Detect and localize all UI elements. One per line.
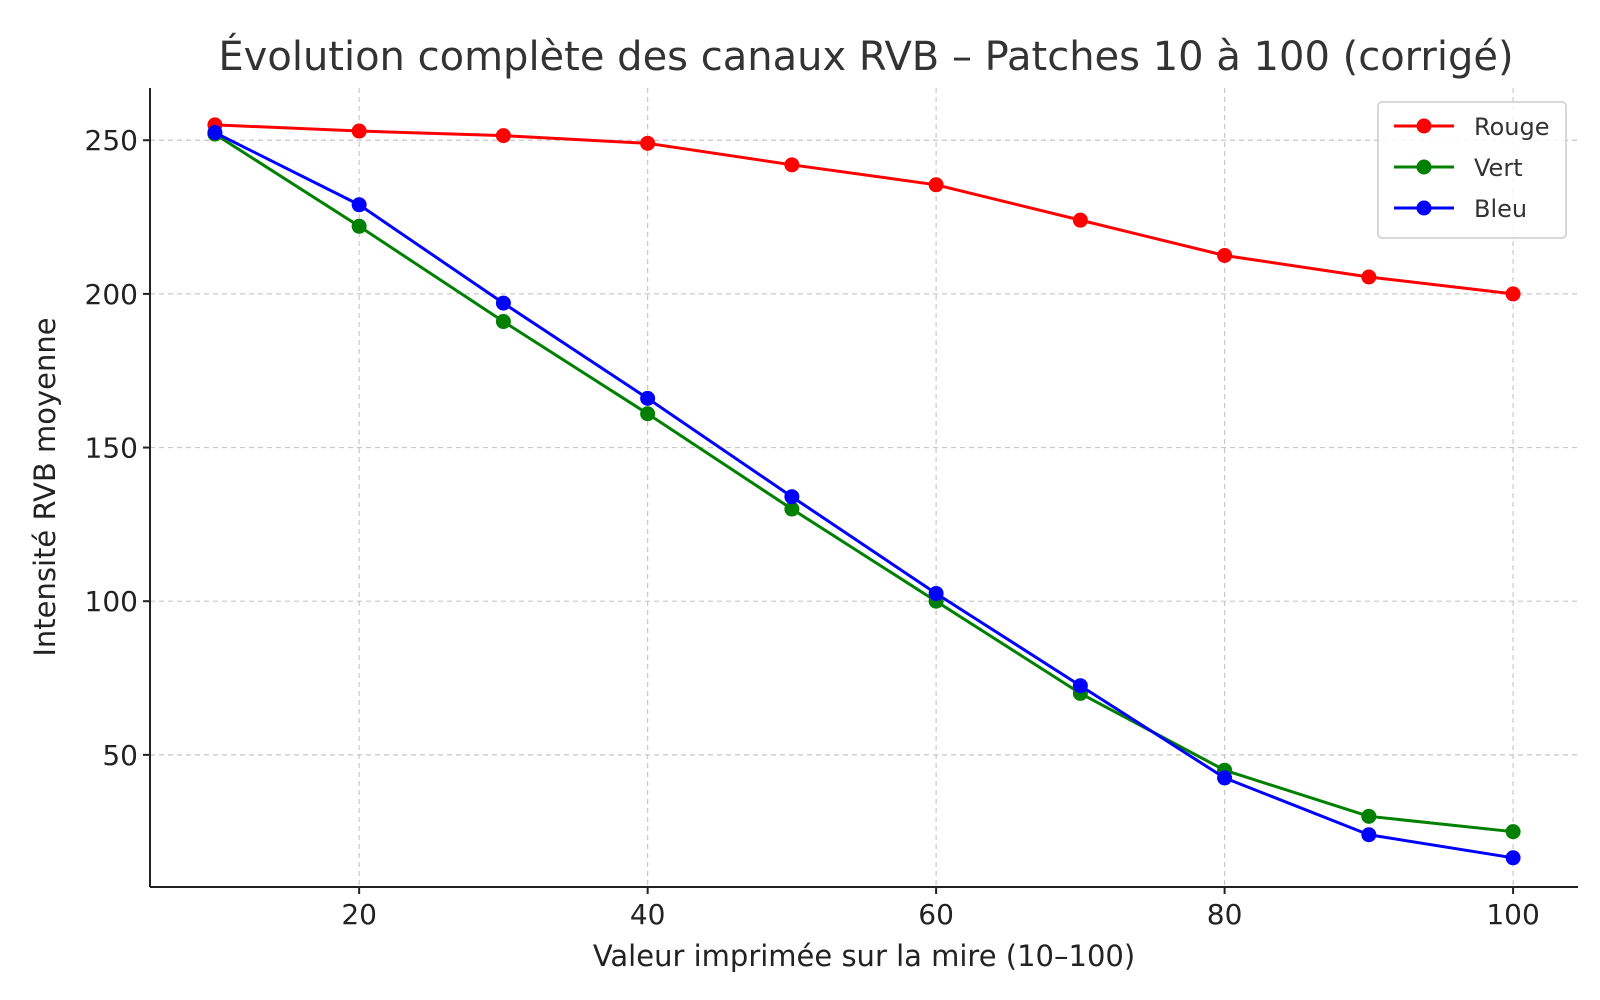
chart-title: Évolution complète des canaux RVB – Patc… xyxy=(218,32,1513,80)
legend-marker-rouge xyxy=(1416,118,1432,134)
data-point-bleu xyxy=(1505,850,1521,866)
series-layer xyxy=(207,117,1521,866)
y-tick-label: 250 xyxy=(85,124,138,157)
x-tick-label: 80 xyxy=(1207,898,1243,931)
x-tick-label: 60 xyxy=(918,898,954,931)
data-point-bleu xyxy=(640,390,656,406)
series-line-rouge xyxy=(214,123,1514,296)
y-tick-label: 150 xyxy=(85,432,138,465)
data-point-rouge xyxy=(1361,269,1377,285)
series-line-bleu xyxy=(214,131,1514,860)
data-point-rouge xyxy=(1217,247,1233,263)
data-point-bleu xyxy=(351,197,367,213)
y-tick-label: 50 xyxy=(102,739,138,772)
data-point-bleu xyxy=(928,586,944,602)
data-point-bleu xyxy=(495,295,511,311)
data-point-bleu xyxy=(784,489,800,505)
data-point-rouge xyxy=(640,135,656,151)
y-axis-label: Intensité RVB moyenne xyxy=(28,317,62,656)
data-point-vert xyxy=(784,501,800,517)
data-point-vert xyxy=(640,406,656,422)
data-point-rouge xyxy=(928,177,944,193)
data-point-rouge xyxy=(1505,286,1521,302)
tick-labels: 20 40 60 80 100 50 100 150 200 250 xyxy=(85,124,1540,931)
series-line-vert xyxy=(214,132,1514,834)
data-point-bleu xyxy=(1361,827,1377,843)
x-tick-label: 100 xyxy=(1486,898,1539,931)
x-tick-label: 20 xyxy=(341,898,377,931)
data-point-vert xyxy=(495,314,511,330)
data-point-rouge xyxy=(784,157,800,173)
data-point-vert xyxy=(351,218,367,234)
data-point-rouge xyxy=(495,128,511,144)
data-point-rouge xyxy=(351,123,367,139)
legend-label-rouge: Rouge xyxy=(1474,113,1550,141)
data-point-bleu xyxy=(1217,770,1233,786)
y-tick-label: 100 xyxy=(85,585,138,618)
legend-label-vert: Vert xyxy=(1474,154,1523,182)
data-point-rouge xyxy=(1072,212,1088,228)
x-tick-label: 40 xyxy=(630,898,666,931)
legend-marker-vert xyxy=(1416,159,1432,175)
legend-label-bleu: Bleu xyxy=(1474,195,1527,223)
data-point-vert xyxy=(1505,824,1521,840)
data-point-vert xyxy=(1361,808,1377,824)
data-point-bleu xyxy=(1072,678,1088,694)
x-axis-label: Valeur imprimée sur la mire (10–100) xyxy=(593,939,1135,973)
legend-items: Rouge Vert Bleu xyxy=(1394,113,1550,223)
axes xyxy=(149,88,1578,888)
grid xyxy=(150,88,1578,887)
data-point-bleu xyxy=(207,125,223,141)
legend-marker-bleu xyxy=(1416,200,1432,216)
y-tick-label: 200 xyxy=(85,278,138,311)
legend: Rouge Vert Bleu xyxy=(1377,101,1567,239)
